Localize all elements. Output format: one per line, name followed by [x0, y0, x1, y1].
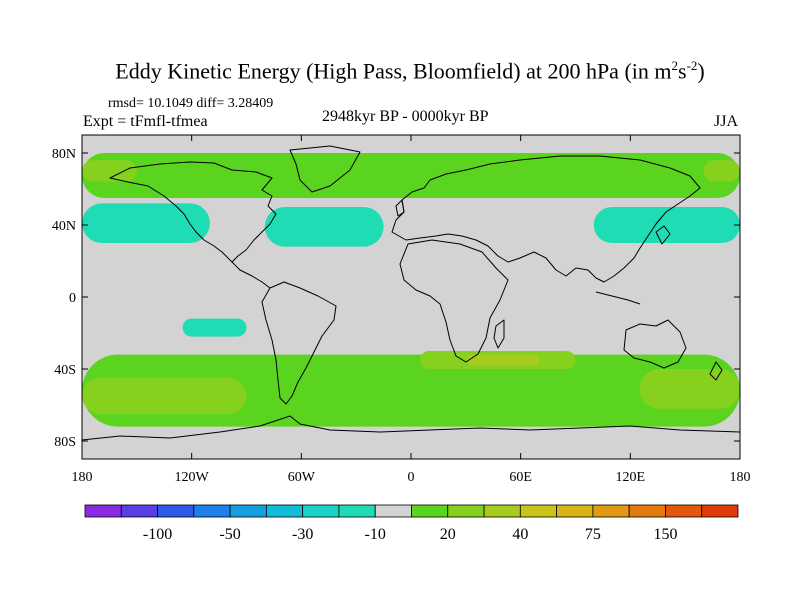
colorbar-label: 40 — [512, 526, 528, 543]
colorbar-box — [628, 504, 666, 518]
colorbar-box — [411, 504, 449, 518]
field-arctic-north-band — [82, 153, 740, 198]
colorbar-box — [229, 504, 267, 518]
colorbar-box — [302, 504, 340, 518]
axes: 180 120W 60W 0 60E 120E 180 80N 40N 0 40S 80S — [52, 135, 751, 485]
coastlines — [82, 145, 740, 441]
coast-uk — [395, 199, 405, 217]
x-tick-label: 120E — [616, 470, 646, 485]
colorbar-box — [483, 504, 521, 518]
field-east-asia-neg — [593, 207, 740, 243]
coast-greenland — [289, 145, 361, 193]
x-tick-label: 0 — [408, 470, 415, 485]
experiment-label: Expt = tFmfl-tfmea — [83, 113, 208, 130]
colorbar-label: 150 — [653, 526, 677, 543]
coast-japan — [655, 225, 671, 245]
field-north-pacific-neg — [82, 203, 210, 243]
field-south-pacific-subtropic-neg — [182, 318, 247, 337]
field-south-pacific-max — [82, 378, 247, 414]
coast-central-america — [231, 261, 271, 289]
colorbar-box — [556, 504, 594, 518]
coast-africa — [399, 239, 509, 363]
anomaly-fields — [82, 153, 740, 427]
y-tick-label: 40S — [54, 363, 76, 378]
colorbar-label: 20 — [440, 526, 456, 543]
colorbar-label: -50 — [219, 526, 240, 543]
coast-new-zealand — [709, 361, 723, 381]
x-tick-label: 180 — [730, 470, 751, 485]
colorbar-box — [120, 504, 158, 518]
y-tick-label: 80N — [52, 147, 76, 162]
field-north-atlantic-neg — [264, 207, 384, 247]
x-tick-label: 180 — [72, 470, 93, 485]
colorbar-box — [374, 504, 412, 518]
colorbar-box — [193, 504, 231, 518]
field-north-pacific-west — [82, 160, 137, 182]
coast-north-america — [109, 161, 277, 263]
coast-antarctica — [82, 415, 740, 441]
colorbar: -100 -50 -30 -10 20 40 75 150 — [84, 504, 739, 543]
season-label: JJA — [714, 113, 739, 130]
x-tick-label: 60W — [288, 470, 316, 485]
field-south-pacific-east-max — [639, 369, 740, 409]
coast-indonesia — [595, 291, 641, 305]
coast-australia — [623, 319, 687, 369]
colorbar-box — [157, 504, 195, 518]
field-north-pacific-east — [703, 160, 740, 182]
colorbar-label: -30 — [292, 526, 313, 543]
stats-label: rmsd= 10.1049 diff= 3.28409 — [108, 96, 274, 111]
colorbar-box — [265, 504, 304, 518]
coast-eurasia — [391, 155, 701, 283]
field-southern-ocean-band — [82, 354, 740, 427]
period-label: 2948kyr BP - 0000kyr BP — [322, 108, 489, 125]
colorbar-box — [447, 504, 485, 518]
chart-title: Eddy Kinetic Energy (High Pass, Bloomfie… — [115, 58, 705, 84]
coast-south-america — [261, 281, 337, 405]
colorbar-label: -10 — [365, 526, 386, 543]
colorbar-box — [592, 504, 630, 518]
x-tick-label: 120W — [175, 470, 210, 485]
colorbar-label: -100 — [143, 526, 172, 543]
colorbar-box — [519, 504, 558, 518]
colorbar-box — [338, 504, 376, 518]
colorbar-box — [701, 504, 739, 518]
coast-madagascar — [493, 319, 505, 349]
y-tick-label: 80S — [54, 435, 76, 450]
y-tick-label: 0 — [69, 291, 76, 306]
x-tick-label: 60E — [509, 470, 532, 485]
field-south-indian-peak — [465, 354, 539, 366]
colorbar-box — [665, 504, 703, 518]
y-tick-label: 40N — [52, 219, 76, 234]
colorbar-box — [84, 504, 122, 518]
colorbar-label: 75 — [585, 526, 601, 543]
